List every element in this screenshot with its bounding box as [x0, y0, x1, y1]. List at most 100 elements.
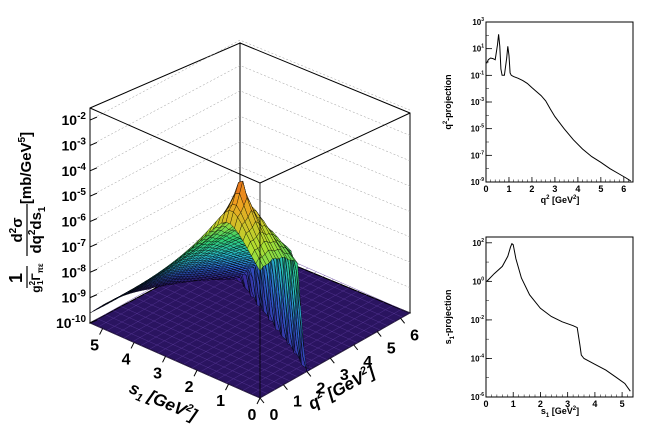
y-tick-label: 2	[316, 380, 325, 397]
y-tick-label: 4	[363, 354, 372, 371]
x-tick-mark	[99, 328, 104, 335]
y-tick-label: 3	[340, 367, 349, 384]
x-tick-label: 5	[90, 338, 99, 355]
s1-projection-panel: 0 1 2 3 4 5 10-6 10-4 10-2 100 102 s1-projection s…	[443, 236, 634, 419]
floor-grid-line	[164, 280, 336, 356]
z-tick-mark	[89, 116, 98, 121]
z-gridline	[89, 65, 411, 146]
floor-grid-line	[172, 276, 343, 352]
floor-grid-line	[142, 293, 313, 369]
y-tick-mark	[353, 344, 359, 351]
q2-y-tick-label: 10-3	[471, 97, 485, 107]
floor-grid-line	[119, 305, 291, 382]
x-tick-label: 4	[122, 351, 131, 368]
z-tick-label: 10-2	[62, 111, 87, 128]
svg-text:dq2ds1: dq2ds1	[27, 206, 48, 253]
floor-grid-line	[89, 322, 261, 399]
s1-y-tick-label: 10-4	[471, 353, 485, 363]
z-gridline	[89, 90, 411, 172]
s1-projection-ylabel: s1-projection	[443, 290, 456, 345]
z-tick-mark	[89, 192, 98, 197]
q2-y-tick-label: 10-1	[471, 70, 485, 80]
x-tick-label: 1	[216, 393, 225, 410]
q2-projection-frame	[485, 21, 634, 183]
surface	[89, 180, 311, 372]
x-tick-label: 3	[153, 365, 162, 382]
x-axis-ticks: 0 1 2 3 4 5	[90, 328, 261, 424]
s1-projection-curve	[486, 242, 631, 392]
y-tick-mark	[306, 371, 312, 377]
surface-cell	[255, 257, 264, 272]
s1-x-tick-label: 1	[511, 399, 516, 409]
z-axis-label: 1 g21Γπε d2σ dq2ds1 [mb/GeV5]	[6, 132, 48, 293]
z-tick-label: 10-7	[62, 238, 87, 255]
q2-x-tick-label: 0	[483, 184, 488, 194]
q2-x-tick-label: 3	[552, 184, 557, 194]
y-tick-label: 6	[410, 327, 419, 344]
y-tick-label: 0	[270, 407, 279, 424]
z-tick-label: 10-4	[62, 162, 87, 179]
x-tick-mark	[130, 342, 135, 349]
floor-grid-line	[104, 314, 276, 390]
z-gridline	[89, 166, 411, 248]
z-tick-mark	[89, 268, 98, 273]
z-tick-label: 10-10	[56, 314, 86, 331]
y-tick-mark	[259, 397, 265, 404]
floor-grid-line	[127, 301, 298, 377]
box-top-edge-left	[89, 107, 261, 184]
q2-y-tick-label: 10-5	[471, 124, 485, 134]
s1-y-tick-label: 100	[472, 276, 484, 286]
q2-y-tick-label: 101	[472, 44, 484, 54]
x-tick-label: 2	[185, 379, 194, 396]
s1-x-tick-label: 3	[565, 399, 570, 409]
z-tick-mark	[89, 319, 98, 324]
s1-x-tick-label: 0	[483, 399, 488, 409]
q2-projection-curve	[486, 34, 631, 182]
z-gridline	[89, 115, 411, 197]
z-gridline	[89, 39, 411, 121]
x-tick-mark	[162, 356, 167, 363]
q2-projection-panel: 0 1 2 3 4 5 6 10-9 10-7 10-5 10-3 10-1 101 103 q2-pro…	[443, 17, 634, 205]
x-tick-mark	[225, 383, 229, 391]
y-tick-mark	[400, 318, 406, 324]
q2-projection-axes: 0 1 2 3 4 5 6 10-9 10-7 10-5 10-3 10-1 101 103	[471, 17, 629, 194]
z-gridline	[89, 141, 411, 222]
x-tick-mark	[193, 369, 198, 377]
q2-x-tick-label: 2	[529, 184, 534, 194]
s1-x-tick-label: 4	[592, 399, 597, 409]
q2-x-tick-label: 1	[506, 184, 511, 194]
y-tick-mark	[283, 384, 288, 391]
z-axis-ticks: 10-10 10-9 10-8 10-7 10-6 10-5 10-4 10-3 10-2	[56, 111, 98, 331]
svg-text:[mb/GeV5]: [mb/GeV5]	[17, 132, 35, 204]
x-tick-mark	[256, 397, 261, 405]
q2-projection-ylabel: q2-projection	[443, 74, 453, 129]
z-tick-mark	[89, 243, 98, 248]
y-tick-mark	[376, 331, 382, 337]
s1-projection-xlabel: s1 [GeV2]	[541, 406, 579, 419]
s1-projection-frame	[485, 236, 634, 398]
q2-x-tick-label: 6	[621, 184, 626, 194]
z-tick-label: 10-6	[62, 213, 87, 230]
s1-x-tick-label: 5	[620, 399, 625, 409]
q2-y-tick-label: 10-9	[471, 177, 485, 187]
z-tick-mark	[89, 218, 98, 223]
floor-grid-line	[112, 310, 283, 386]
x-tick-label: 0	[248, 407, 257, 424]
z-tick-label: 10-3	[62, 136, 87, 153]
s1-y-tick-label: 10-6	[471, 392, 485, 402]
floor-grid-line	[149, 288, 321, 365]
z-tick-mark	[89, 142, 98, 146]
floor-grid-line	[134, 297, 306, 373]
z-tick-mark	[89, 294, 98, 299]
y-tick-label: 1	[293, 394, 302, 411]
svg-text:g21Γπε: g21Γπε	[28, 263, 45, 293]
q2-y-tick-label: 103	[472, 17, 484, 27]
q2-projection-xlabel: q2 [GeV2]	[541, 195, 580, 205]
q2-x-tick-label: 5	[598, 184, 603, 194]
svg-text:1: 1	[6, 273, 26, 283]
box-top-edge-right	[259, 112, 411, 184]
z-tick-label: 10-5	[62, 187, 87, 204]
